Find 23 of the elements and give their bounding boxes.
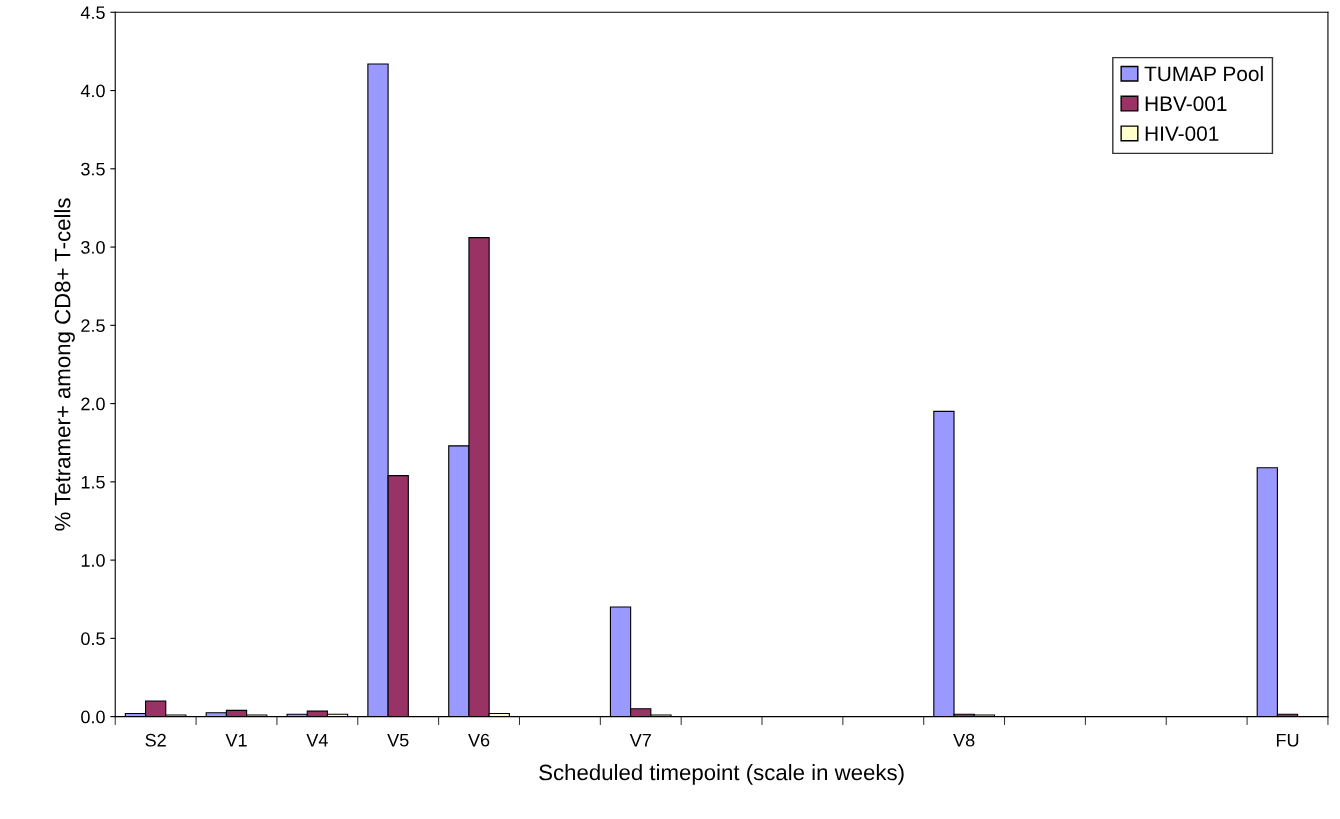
x-tick-label: FU: [1276, 733, 1299, 747]
x-tick-label: V6: [468, 733, 490, 747]
x-tick-label: V7: [629, 733, 651, 747]
y-tick-label: 4.5: [80, 6, 105, 20]
y-tick-label: 2.5: [81, 319, 105, 333]
y-tick-label: 3.0: [81, 241, 105, 254]
y-tick-label: 0.5: [81, 632, 105, 646]
x-axis-title: Scheduled timepoint (scale in weeks): [539, 764, 904, 785]
y-tick-label: 4.0: [80, 84, 105, 98]
y-axis-title: % Tetramer+ among CD8+ T-cells: [54, 198, 75, 531]
y-tick-label: 0.0: [81, 710, 105, 724]
legend-label: TUMAP Pool: [1144, 65, 1263, 82]
x-tick-label: V8: [953, 733, 975, 747]
x-tick-label: V5: [387, 733, 409, 747]
x-tick-label: V4: [306, 733, 328, 747]
x-tick-label: S2: [145, 733, 166, 747]
y-tick-label: 2.0: [81, 397, 105, 411]
y-tick-label: 1.5: [81, 475, 105, 489]
x-tick-label: V1: [225, 733, 247, 747]
y-tick-label: 1.0: [81, 554, 105, 567]
y-tick-label: 3.5: [81, 162, 105, 176]
legend-label: HIV-001: [1145, 126, 1219, 141]
legend-label: HBV-001: [1145, 96, 1227, 112]
